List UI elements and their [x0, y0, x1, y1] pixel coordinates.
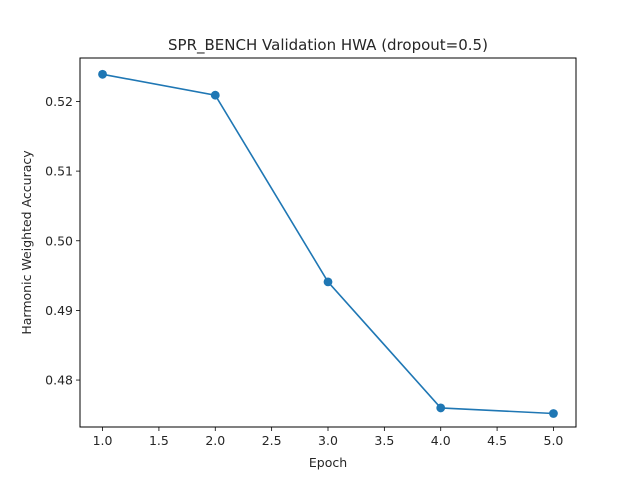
data-point: [549, 409, 558, 418]
y-axis-title: Harmonic Weighted Accuracy: [19, 150, 34, 335]
y-tick-label: 0.51: [45, 164, 73, 179]
x-tick-label: 1.0: [93, 433, 113, 448]
data-point: [436, 403, 446, 413]
y-tick-label: 0.48: [45, 373, 73, 388]
x-tick-label: 1.5: [149, 433, 169, 448]
x-tick-label: 2.5: [262, 433, 282, 448]
y-tick-label: 0.50: [45, 233, 73, 248]
data-point: [210, 90, 220, 100]
y-axis-ticks: 0.48 0.49 0.50 0.51 0.52: [45, 94, 80, 388]
x-tick-label: 3.5: [374, 433, 394, 448]
x-axis-ticks: 1.0 1.5 2.0 2.5 3.0 3.5 4.0 4.5 5.0: [93, 427, 564, 448]
data-point: [98, 69, 107, 79]
plot-frame: [79, 57, 577, 428]
y-tick-label: 0.52: [45, 94, 73, 109]
x-tick-label: 2.0: [205, 433, 225, 448]
data-point: [323, 277, 333, 287]
x-axis-title: Epoch: [309, 455, 347, 470]
series-layer: [98, 69, 558, 418]
x-tick-label: 5.0: [544, 433, 564, 448]
x-tick-label: 4.0: [431, 433, 451, 448]
x-tick-label: 4.5: [487, 433, 507, 448]
y-tick-label: 0.49: [45, 303, 73, 318]
chart-title: SPR_BENCH Validation HWA (dropout=0.5): [168, 36, 488, 55]
x-tick-label: 3.0: [318, 433, 338, 448]
